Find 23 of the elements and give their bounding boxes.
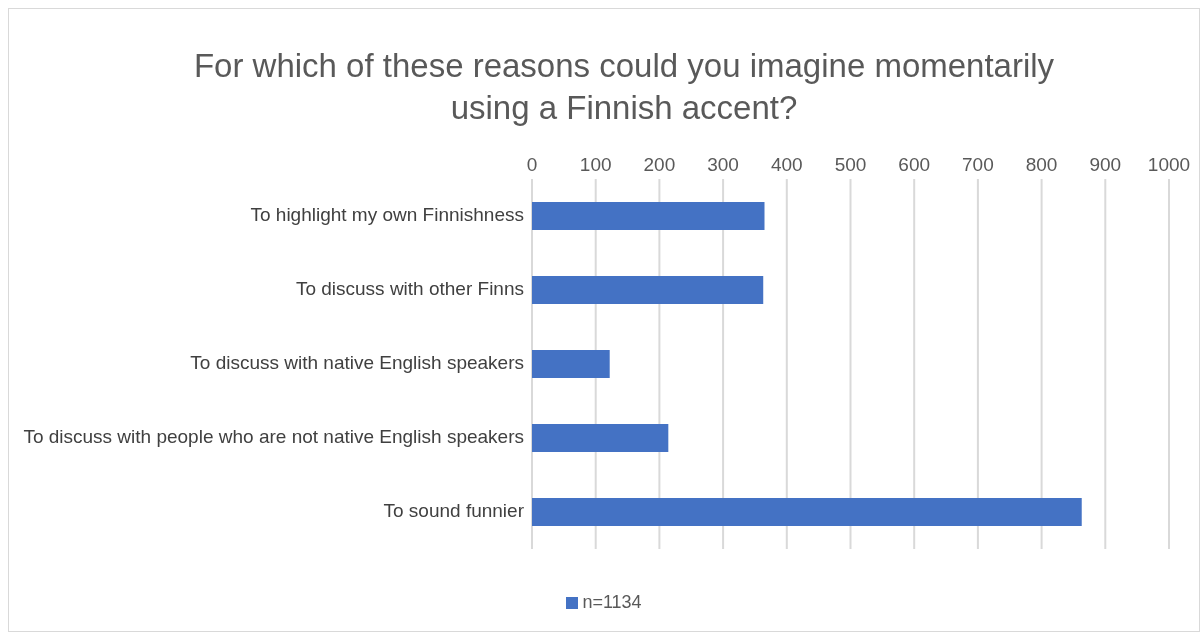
y-tick-label: To discuss with other Finns xyxy=(295,278,524,300)
bar xyxy=(532,423,669,452)
x-tick-label: 600 xyxy=(898,154,931,175)
bar xyxy=(532,349,610,378)
bar xyxy=(532,275,764,304)
y-tick-label: To highlight my own Finnishness xyxy=(250,204,524,226)
x-tick-label: 300 xyxy=(707,154,739,175)
x-tick-label: 0 xyxy=(526,154,538,175)
bar xyxy=(532,201,765,230)
x-tick-label: 100 xyxy=(579,154,612,175)
y-tick-label: To discuss with native English speakers xyxy=(190,352,524,374)
y-tick-label: To sound funnier xyxy=(383,500,525,522)
bar xyxy=(532,497,1082,526)
chart-title: For which of these reasons could you imagine momentarily using a Finnish accent? xyxy=(192,46,1056,128)
legend-label: n=1134 xyxy=(582,592,642,613)
x-tick-label: 400 xyxy=(770,154,803,175)
x-tick-label: 900 xyxy=(1089,154,1122,175)
y-tick-label: To discuss with people who are not native English speakers xyxy=(23,426,524,448)
x-tick-label: 700 xyxy=(962,154,994,175)
x-tick-label: 200 xyxy=(643,154,676,175)
x-tick-label: 1000 xyxy=(1147,154,1191,175)
x-tick-label: 500 xyxy=(834,154,867,175)
x-tick-label: 800 xyxy=(1025,154,1058,175)
